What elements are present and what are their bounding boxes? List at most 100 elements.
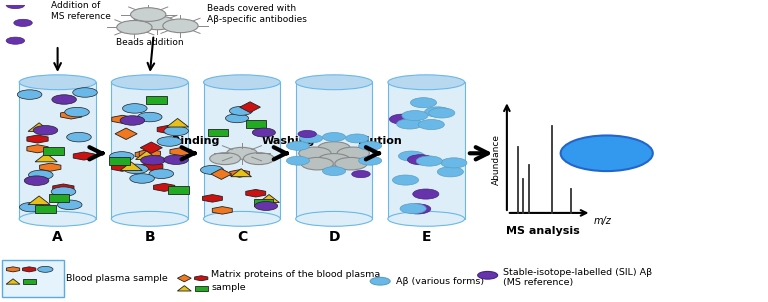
Bar bbox=[247, 120, 266, 128]
Polygon shape bbox=[135, 150, 157, 159]
Polygon shape bbox=[73, 152, 94, 160]
Circle shape bbox=[200, 165, 223, 174]
Ellipse shape bbox=[388, 75, 465, 90]
Circle shape bbox=[163, 19, 198, 33]
Bar bbox=[48, 194, 69, 202]
Text: Stable-isotope-labelled (SIL) Aβ: Stable-isotope-labelled (SIL) Aβ bbox=[503, 268, 652, 277]
Text: Blood plasma sample: Blood plasma sample bbox=[66, 274, 167, 283]
Circle shape bbox=[6, 2, 25, 9]
Bar bbox=[23, 279, 35, 284]
Polygon shape bbox=[139, 149, 161, 157]
Circle shape bbox=[396, 119, 422, 129]
Ellipse shape bbox=[388, 211, 465, 226]
Polygon shape bbox=[121, 162, 142, 171]
Circle shape bbox=[117, 21, 152, 34]
Bar bbox=[146, 96, 167, 104]
Polygon shape bbox=[141, 162, 163, 171]
Circle shape bbox=[110, 152, 134, 161]
Ellipse shape bbox=[204, 211, 280, 226]
Polygon shape bbox=[28, 196, 50, 204]
Circle shape bbox=[149, 169, 174, 178]
Circle shape bbox=[410, 98, 436, 108]
Polygon shape bbox=[211, 169, 232, 179]
Circle shape bbox=[164, 155, 188, 165]
Polygon shape bbox=[53, 184, 74, 192]
Circle shape bbox=[6, 37, 25, 44]
Circle shape bbox=[230, 106, 253, 115]
Circle shape bbox=[425, 107, 451, 117]
Polygon shape bbox=[35, 153, 58, 162]
Circle shape bbox=[141, 156, 165, 165]
Polygon shape bbox=[22, 267, 36, 272]
Circle shape bbox=[243, 153, 274, 165]
Polygon shape bbox=[40, 163, 61, 171]
Circle shape bbox=[120, 116, 144, 125]
Circle shape bbox=[405, 204, 431, 214]
Polygon shape bbox=[27, 135, 48, 143]
Bar bbox=[296, 82, 372, 219]
Circle shape bbox=[335, 157, 367, 170]
Bar bbox=[111, 82, 188, 219]
Circle shape bbox=[408, 155, 434, 165]
Bar bbox=[388, 82, 465, 219]
Polygon shape bbox=[6, 279, 20, 284]
Circle shape bbox=[359, 156, 382, 165]
Text: A: A bbox=[52, 230, 63, 244]
Polygon shape bbox=[212, 207, 232, 214]
Text: E: E bbox=[422, 230, 431, 244]
Bar bbox=[43, 147, 64, 155]
Text: Beads addition: Beads addition bbox=[116, 38, 184, 47]
Polygon shape bbox=[203, 194, 223, 202]
Circle shape bbox=[352, 171, 370, 178]
Bar bbox=[253, 199, 273, 206]
Circle shape bbox=[255, 201, 278, 210]
Bar bbox=[194, 286, 207, 291]
Circle shape bbox=[561, 136, 653, 171]
Circle shape bbox=[210, 153, 240, 165]
Circle shape bbox=[124, 164, 148, 174]
Circle shape bbox=[437, 167, 463, 177]
Polygon shape bbox=[136, 151, 157, 159]
Circle shape bbox=[429, 108, 455, 118]
Polygon shape bbox=[141, 142, 162, 153]
Text: MS analysis: MS analysis bbox=[506, 226, 581, 236]
Polygon shape bbox=[230, 170, 250, 177]
Text: m/z: m/z bbox=[594, 216, 611, 226]
Circle shape bbox=[33, 126, 58, 135]
Circle shape bbox=[286, 156, 310, 165]
Polygon shape bbox=[194, 276, 208, 281]
Circle shape bbox=[227, 147, 257, 159]
Circle shape bbox=[392, 175, 419, 185]
Circle shape bbox=[73, 88, 98, 97]
Text: Beads covered with
Aβ-specific antibodies: Beads covered with Aβ-specific antibodie… bbox=[207, 4, 307, 24]
Bar bbox=[168, 186, 189, 194]
Bar bbox=[35, 204, 56, 213]
Text: Washing: Washing bbox=[261, 136, 315, 146]
Circle shape bbox=[359, 141, 382, 150]
Circle shape bbox=[157, 137, 182, 146]
Circle shape bbox=[123, 104, 147, 113]
Circle shape bbox=[337, 147, 369, 159]
Ellipse shape bbox=[296, 75, 372, 90]
Circle shape bbox=[137, 112, 162, 122]
Polygon shape bbox=[246, 189, 266, 197]
Text: Addition of
MS reference: Addition of MS reference bbox=[51, 1, 111, 21]
Text: Matrix proteins of the blood plasma: Matrix proteins of the blood plasma bbox=[211, 270, 380, 279]
Circle shape bbox=[346, 134, 369, 143]
Polygon shape bbox=[177, 286, 191, 291]
Circle shape bbox=[323, 167, 346, 175]
Polygon shape bbox=[61, 111, 81, 119]
Text: C: C bbox=[237, 230, 247, 244]
Circle shape bbox=[298, 130, 316, 137]
Circle shape bbox=[300, 134, 323, 143]
Circle shape bbox=[38, 266, 53, 272]
Circle shape bbox=[318, 142, 350, 154]
Circle shape bbox=[25, 176, 49, 185]
Polygon shape bbox=[28, 123, 50, 131]
FancyBboxPatch shape bbox=[2, 259, 64, 297]
Text: Aβ (various forms): Aβ (various forms) bbox=[396, 277, 484, 286]
Bar bbox=[108, 157, 130, 165]
Ellipse shape bbox=[19, 211, 96, 226]
Circle shape bbox=[402, 111, 428, 120]
Circle shape bbox=[412, 189, 439, 199]
